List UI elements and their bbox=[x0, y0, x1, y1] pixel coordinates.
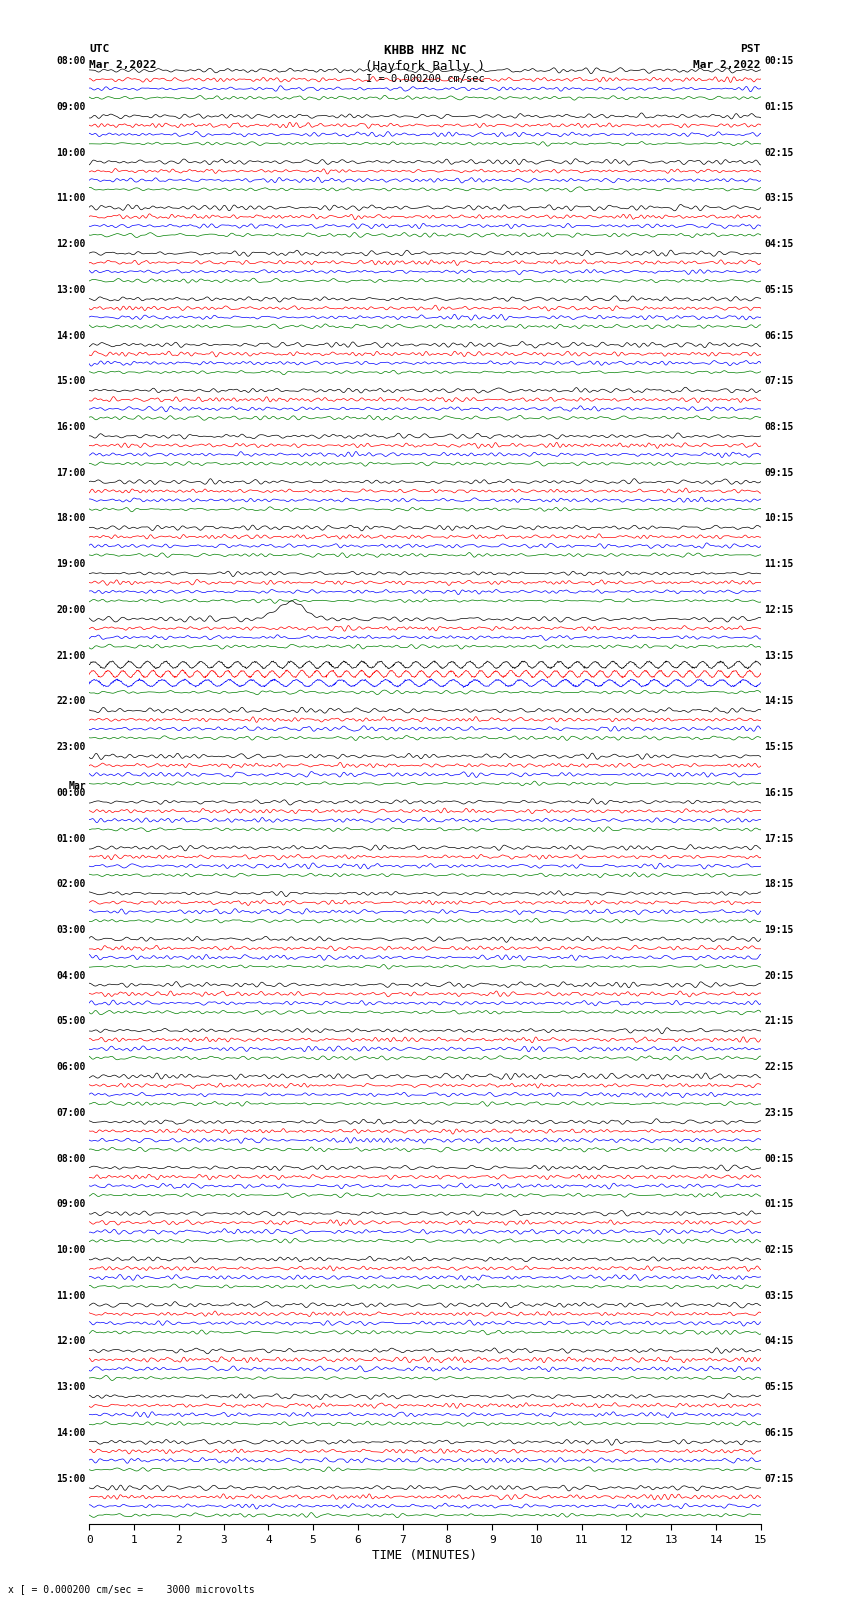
Text: 08:00: 08:00 bbox=[56, 1153, 86, 1163]
Text: 09:15: 09:15 bbox=[764, 468, 794, 477]
Text: 21:00: 21:00 bbox=[56, 650, 86, 661]
Text: 13:00: 13:00 bbox=[56, 286, 86, 295]
Text: 10:15: 10:15 bbox=[764, 513, 794, 524]
Text: UTC: UTC bbox=[89, 44, 110, 53]
Text: Mar 2,2022: Mar 2,2022 bbox=[694, 60, 761, 69]
Text: 07:15: 07:15 bbox=[764, 376, 794, 387]
Text: 01:15: 01:15 bbox=[764, 1198, 794, 1210]
Text: (Hayfork Bally ): (Hayfork Bally ) bbox=[365, 60, 485, 73]
Text: 01:15: 01:15 bbox=[764, 102, 794, 111]
Text: 08:00: 08:00 bbox=[56, 56, 86, 66]
Text: 11:00: 11:00 bbox=[56, 194, 86, 203]
Text: 21:15: 21:15 bbox=[764, 1016, 794, 1026]
Text: 04:15: 04:15 bbox=[764, 1337, 794, 1347]
Text: 02:15: 02:15 bbox=[764, 1245, 794, 1255]
Text: PST: PST bbox=[740, 44, 761, 53]
Text: 19:15: 19:15 bbox=[764, 924, 794, 936]
Text: 00:00: 00:00 bbox=[56, 787, 86, 798]
Text: 14:15: 14:15 bbox=[764, 697, 794, 706]
Text: KHBB HHZ NC: KHBB HHZ NC bbox=[383, 44, 467, 56]
Text: 11:15: 11:15 bbox=[764, 560, 794, 569]
Text: 10:00: 10:00 bbox=[56, 1245, 86, 1255]
Text: 17:00: 17:00 bbox=[56, 468, 86, 477]
Text: 23:00: 23:00 bbox=[56, 742, 86, 752]
X-axis label: TIME (MINUTES): TIME (MINUTES) bbox=[372, 1548, 478, 1561]
Text: 15:00: 15:00 bbox=[56, 1474, 86, 1484]
Text: 02:00: 02:00 bbox=[56, 879, 86, 889]
Text: 09:00: 09:00 bbox=[56, 1198, 86, 1210]
Text: 15:15: 15:15 bbox=[764, 742, 794, 752]
Text: 10:00: 10:00 bbox=[56, 148, 86, 158]
Text: 12:15: 12:15 bbox=[764, 605, 794, 615]
Text: 14:00: 14:00 bbox=[56, 1428, 86, 1437]
Text: 03:15: 03:15 bbox=[764, 194, 794, 203]
Text: 05:15: 05:15 bbox=[764, 286, 794, 295]
Text: 09:00: 09:00 bbox=[56, 102, 86, 111]
Text: 08:15: 08:15 bbox=[764, 423, 794, 432]
Text: 22:15: 22:15 bbox=[764, 1061, 794, 1073]
Text: 14:00: 14:00 bbox=[56, 331, 86, 340]
Text: 04:15: 04:15 bbox=[764, 239, 794, 248]
Text: x [ = 0.000200 cm/sec =    3000 microvolts: x [ = 0.000200 cm/sec = 3000 microvolts bbox=[8, 1584, 255, 1594]
Text: 11:00: 11:00 bbox=[56, 1290, 86, 1300]
Text: 06:15: 06:15 bbox=[764, 1428, 794, 1437]
Text: 17:15: 17:15 bbox=[764, 834, 794, 844]
Text: 18:15: 18:15 bbox=[764, 879, 794, 889]
Text: 15:00: 15:00 bbox=[56, 376, 86, 387]
Text: 06:15: 06:15 bbox=[764, 331, 794, 340]
Text: 13:00: 13:00 bbox=[56, 1382, 86, 1392]
Text: 00:15: 00:15 bbox=[764, 1153, 794, 1163]
Text: 16:15: 16:15 bbox=[764, 787, 794, 798]
Text: 03:00: 03:00 bbox=[56, 924, 86, 936]
Text: Mar: Mar bbox=[68, 781, 86, 790]
Text: 18:00: 18:00 bbox=[56, 513, 86, 524]
Text: 01:00: 01:00 bbox=[56, 834, 86, 844]
Text: 07:00: 07:00 bbox=[56, 1108, 86, 1118]
Text: 00:15: 00:15 bbox=[764, 56, 794, 66]
Text: 12:00: 12:00 bbox=[56, 239, 86, 248]
Text: 03:15: 03:15 bbox=[764, 1290, 794, 1300]
Text: Mar 2,2022: Mar 2,2022 bbox=[89, 60, 156, 69]
Text: 04:00: 04:00 bbox=[56, 971, 86, 981]
Text: 13:15: 13:15 bbox=[764, 650, 794, 661]
Text: 12:00: 12:00 bbox=[56, 1337, 86, 1347]
Text: 23:15: 23:15 bbox=[764, 1108, 794, 1118]
Text: I = 0.000200 cm/sec: I = 0.000200 cm/sec bbox=[366, 74, 484, 84]
Text: 20:15: 20:15 bbox=[764, 971, 794, 981]
Text: 06:00: 06:00 bbox=[56, 1061, 86, 1073]
Text: 05:00: 05:00 bbox=[56, 1016, 86, 1026]
Text: 07:15: 07:15 bbox=[764, 1474, 794, 1484]
Text: 05:15: 05:15 bbox=[764, 1382, 794, 1392]
Text: 19:00: 19:00 bbox=[56, 560, 86, 569]
Text: 02:15: 02:15 bbox=[764, 148, 794, 158]
Text: 16:00: 16:00 bbox=[56, 423, 86, 432]
Text: 20:00: 20:00 bbox=[56, 605, 86, 615]
Text: 22:00: 22:00 bbox=[56, 697, 86, 706]
